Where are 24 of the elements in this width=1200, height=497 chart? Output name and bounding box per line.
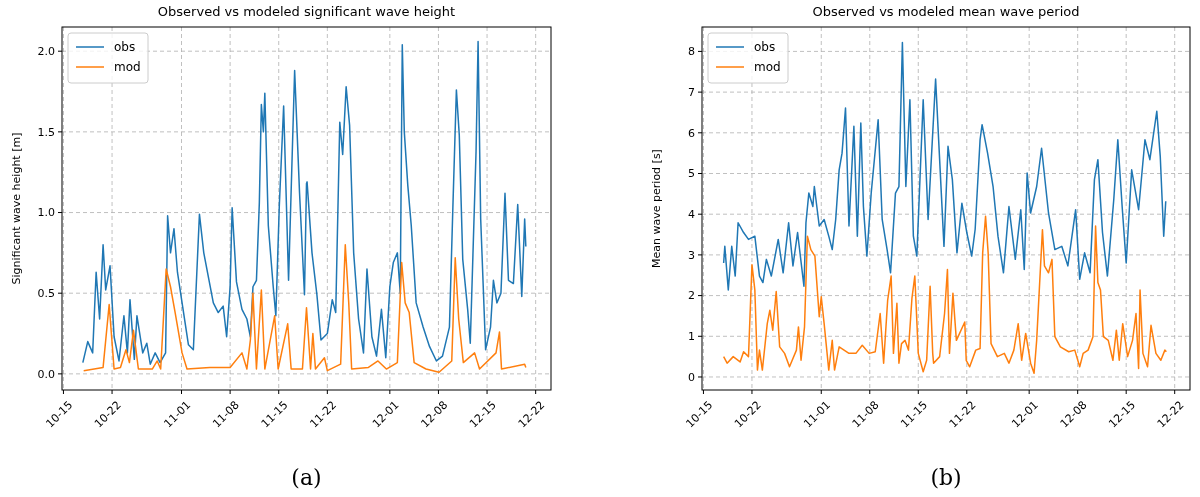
y-tick-label: 1.0 [37, 206, 55, 220]
text: (a) [291, 465, 322, 490]
legend-label: mod [114, 60, 141, 74]
text: (b) [930, 465, 962, 490]
y-tick-label: 4 [688, 208, 695, 222]
y-axis-title: Mean wave period [s] [650, 149, 663, 268]
y-tick-label: 3 [688, 248, 695, 262]
y-tick-label: 1.5 [37, 125, 55, 139]
y-tick-label: 0.5 [37, 287, 55, 301]
chart-title: Observed vs modeled mean wave period [812, 4, 1080, 19]
y-axis-title: Significant wave height [m] [10, 132, 23, 285]
y-tick-label: 7 [688, 85, 695, 99]
y-tick-label: 5 [688, 167, 695, 181]
legend-label: obs [114, 40, 136, 54]
y-tick-label: 0.0 [37, 367, 55, 381]
legend-label: mod [754, 60, 781, 74]
y-tick-label: 6 [688, 126, 695, 140]
y-tick-label: 2.0 [37, 45, 55, 59]
y-tick-label: 8 [688, 45, 695, 59]
legend-label: obs [754, 40, 776, 54]
y-tick-label: 0 [688, 370, 695, 384]
y-tick-label: 1 [688, 330, 695, 344]
y-tick-label: 2 [688, 289, 695, 303]
chart-title: Observed vs modeled significant wave height [157, 4, 456, 19]
